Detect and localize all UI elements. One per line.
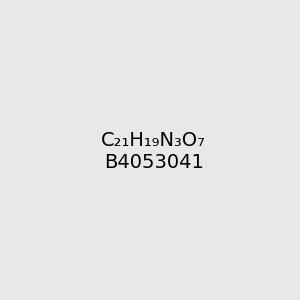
Text: C₂₁H₁₉N₃O₇
B4053041: C₂₁H₁₉N₃O₇ B4053041 <box>101 131 206 172</box>
